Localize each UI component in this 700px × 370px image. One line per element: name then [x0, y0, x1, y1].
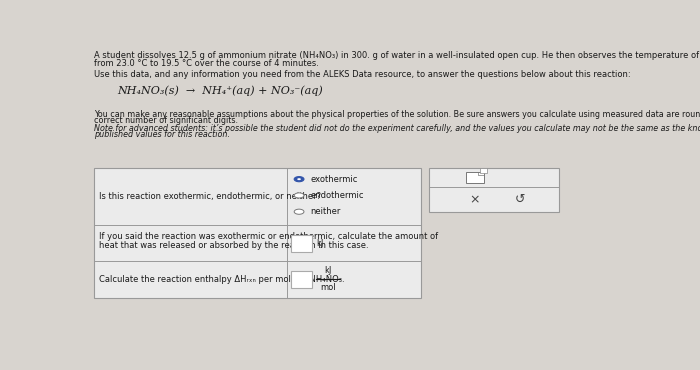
Text: endothermic: endothermic — [311, 191, 364, 200]
Text: exothermic: exothermic — [311, 175, 358, 184]
Text: ×: × — [470, 193, 480, 206]
Text: If you said the reaction was exothermic or endothermic, calculate the amount of: If you said the reaction was exothermic … — [99, 232, 439, 241]
Text: kJ: kJ — [325, 266, 332, 275]
Text: NH₄NO₃(s)  →  NH₄⁺(aq) + NO₃⁻(aq): NH₄NO₃(s) → NH₄⁺(aq) + NO₃⁻(aq) — [118, 86, 323, 96]
FancyBboxPatch shape — [466, 172, 484, 183]
Text: Use this data, and any information you need from the ALEKS Data resource, to ans: Use this data, and any information you n… — [94, 70, 631, 79]
Circle shape — [294, 209, 304, 214]
Text: neither: neither — [311, 207, 341, 216]
Text: from 23.0 °C to 19.5 °C over the course of 4 minutes.: from 23.0 °C to 19.5 °C over the course … — [94, 59, 319, 68]
FancyBboxPatch shape — [480, 168, 487, 173]
Text: mol: mol — [321, 283, 336, 293]
Text: published values for this reaction.: published values for this reaction. — [94, 130, 230, 139]
Text: heat that was released or absorbed by the reaction in this case.: heat that was released or absorbed by th… — [99, 242, 369, 250]
Circle shape — [294, 176, 304, 182]
Text: kJ: kJ — [316, 239, 324, 248]
Text: Note for advanced students: it’s possible the student did not do the experiment : Note for advanced students: it’s possibl… — [94, 124, 700, 133]
Circle shape — [294, 193, 304, 198]
Text: A student dissolves 12.5 g of ammonium nitrate (NH₄NO₃) in 300. g of water in a : A student dissolves 12.5 g of ammonium n… — [94, 51, 700, 60]
Text: ↺: ↺ — [515, 193, 526, 206]
Text: correct number of significant digits.: correct number of significant digits. — [94, 116, 238, 125]
Text: Is this reaction exothermic, endothermic, or neither?: Is this reaction exothermic, endothermic… — [99, 192, 321, 201]
Circle shape — [298, 178, 301, 180]
Text: You can make any reasonable assumptions about the physical properties of the sol: You can make any reasonable assumptions … — [94, 111, 700, 120]
Text: Calculate the reaction enthalpy ΔHᵣₓₙ per mole of NH₄NO₃.: Calculate the reaction enthalpy ΔHᵣₓₙ pe… — [99, 275, 345, 284]
FancyBboxPatch shape — [291, 235, 312, 252]
FancyBboxPatch shape — [291, 271, 312, 288]
FancyBboxPatch shape — [429, 168, 559, 212]
FancyBboxPatch shape — [94, 168, 421, 298]
